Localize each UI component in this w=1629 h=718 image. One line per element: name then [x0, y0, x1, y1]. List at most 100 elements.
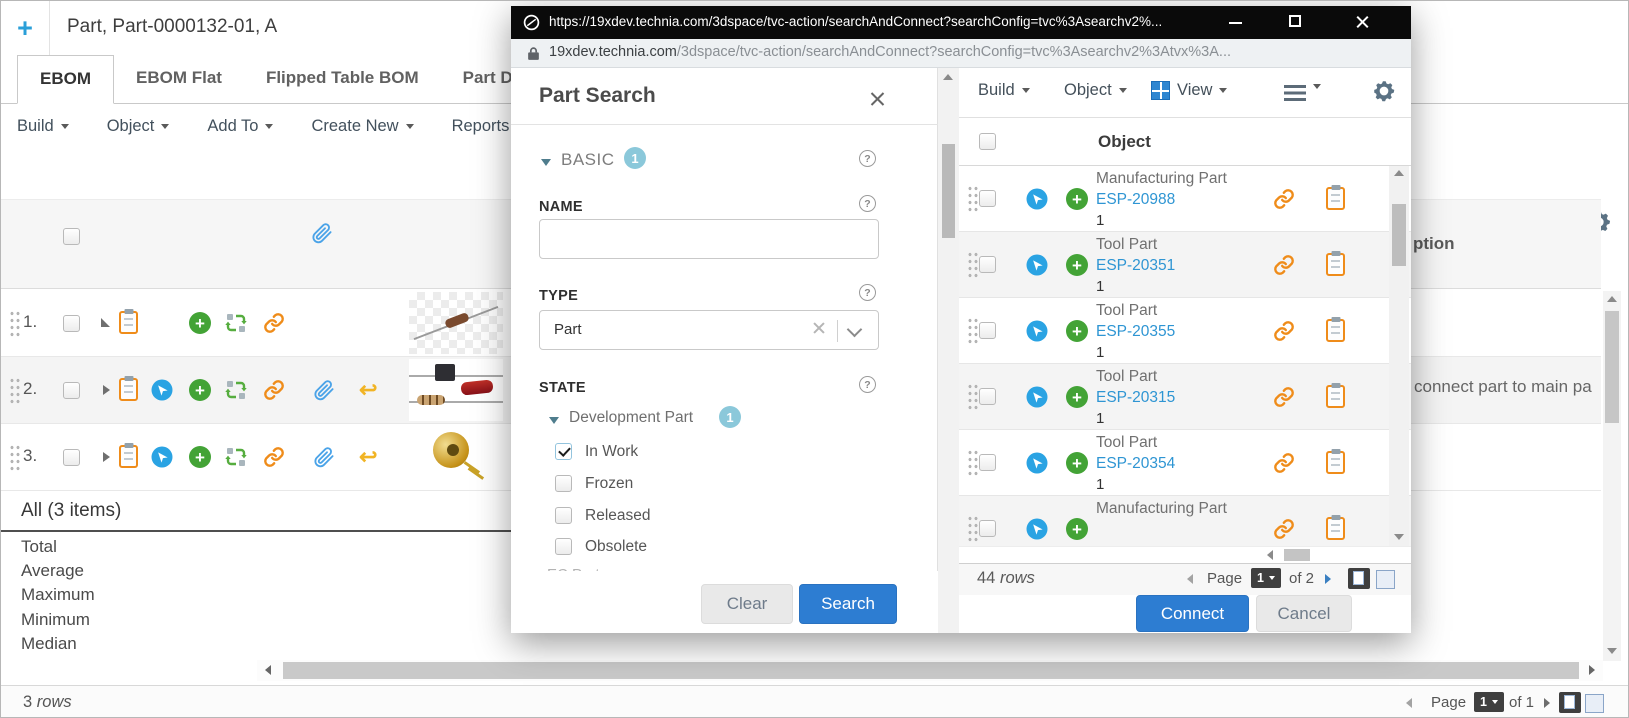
scroll-left-icon[interactable] — [1267, 550, 1273, 560]
connect-button[interactable]: Connect — [1136, 595, 1249, 632]
link-icon[interactable] — [1273, 320, 1295, 342]
scroll-up-icon[interactable] — [943, 74, 953, 80]
part-name-link[interactable]: ESP-20351 — [1096, 257, 1176, 274]
paperclip-icon[interactable] — [313, 446, 335, 468]
link-icon[interactable] — [1273, 188, 1295, 210]
popup-address-bar[interactable]: 19xdev.technia.com/3dspace/tvc-action/se… — [511, 39, 1411, 68]
close-icon[interactable] — [1354, 14, 1371, 31]
chevron-down-icon[interactable] — [549, 417, 559, 424]
tab-flipped-table-bom[interactable]: Flipped Table BOM — [265, 68, 419, 87]
tab-ebom-flat[interactable]: EBOM Flat — [136, 68, 222, 87]
split-page-view-icon[interactable] — [1585, 694, 1604, 713]
replace-icon[interactable] — [225, 312, 247, 334]
part-thumbnail[interactable] — [409, 292, 503, 354]
gear-icon[interactable] — [1371, 78, 1397, 104]
navigate-icon[interactable] — [151, 446, 173, 468]
menu-view[interactable]: View — [1151, 81, 1228, 100]
drag-handle-icon[interactable] — [967, 449, 978, 477]
navigate-icon[interactable] — [1026, 254, 1048, 276]
clipboard-icon[interactable] — [1326, 451, 1345, 474]
part-name-link[interactable]: ESP-20988 — [1096, 191, 1176, 208]
drag-handle-icon[interactable] — [967, 251, 978, 279]
navigate-icon[interactable] — [1026, 518, 1048, 540]
drag-handle-icon[interactable] — [9, 310, 20, 338]
checkbox-frozen[interactable] — [555, 475, 572, 492]
scroll-down-icon[interactable] — [1394, 534, 1404, 540]
undo-icon[interactable]: ↩ — [359, 444, 378, 469]
scroll-down-icon[interactable] — [1607, 648, 1617, 654]
add-icon[interactable]: + — [1066, 452, 1088, 474]
row-checkbox[interactable] — [63, 449, 80, 466]
row-checkbox[interactable] — [979, 454, 996, 471]
page-number-select[interactable]: 1 — [1251, 568, 1281, 588]
add-icon[interactable]: + — [1066, 386, 1088, 408]
type-select[interactable]: Part — [539, 310, 879, 350]
clear-value-icon[interactable] — [812, 321, 826, 335]
prev-page-icon[interactable] — [1187, 574, 1193, 584]
scrollbar-thumb[interactable] — [1605, 311, 1619, 423]
checkbox-released[interactable] — [555, 507, 572, 524]
checkbox-label[interactable]: In Work — [585, 443, 639, 460]
checkbox-in-work[interactable] — [555, 443, 572, 460]
next-page-icon[interactable] — [1544, 698, 1550, 708]
link-icon[interactable] — [1273, 452, 1295, 474]
minimize-icon[interactable] — [1229, 22, 1242, 24]
navigate-icon[interactable] — [1026, 188, 1048, 210]
add-icon[interactable]: + — [189, 312, 211, 334]
link-icon[interactable] — [1273, 254, 1295, 276]
scrollbar-thumb[interactable] — [942, 144, 955, 238]
scroll-up-icon[interactable] — [1394, 170, 1404, 176]
navigate-icon[interactable] — [1026, 386, 1048, 408]
add-icon[interactable]: + — [1066, 254, 1088, 276]
single-page-view-icon[interactable] — [1559, 692, 1581, 713]
drag-handle-icon[interactable] — [9, 377, 20, 405]
menu-create-new[interactable]: Create New — [311, 117, 414, 136]
clipped-section-label[interactable]: EC Part — [547, 566, 600, 571]
scroll-right-icon[interactable] — [1589, 665, 1595, 675]
form-vertical-scrollbar[interactable] — [938, 68, 959, 633]
results-vertical-scrollbar[interactable] — [1389, 166, 1409, 546]
horizontal-scrollbar[interactable] — [257, 660, 1603, 681]
drag-handle-icon[interactable] — [967, 383, 978, 411]
link-icon[interactable] — [1273, 518, 1295, 540]
clipboard-icon[interactable] — [119, 311, 138, 334]
next-page-icon[interactable] — [1325, 574, 1331, 584]
replace-icon[interactable] — [225, 379, 247, 401]
split-page-view-icon[interactable] — [1376, 570, 1395, 589]
paperclip-icon[interactable] — [313, 379, 335, 401]
single-page-view-icon[interactable] — [1348, 568, 1370, 589]
drag-handle-icon[interactable] — [9, 444, 20, 472]
menu-add-to[interactable]: Add To — [207, 117, 274, 136]
add-icon[interactable]: + — [1066, 320, 1088, 342]
clipboard-icon[interactable] — [1326, 187, 1345, 210]
part-name-link[interactable]: ESP-20315 — [1096, 389, 1176, 406]
collapse-toggle-icon[interactable] — [101, 318, 110, 327]
tab-ebom[interactable]: EBOM — [17, 55, 114, 104]
scroll-up-icon[interactable] — [1607, 296, 1617, 302]
link-icon[interactable] — [263, 446, 285, 468]
undo-icon[interactable]: ↩ — [359, 377, 378, 402]
select-all-checkbox[interactable] — [979, 133, 996, 150]
clear-button[interactable]: Clear — [701, 584, 793, 624]
checkbox-label[interactable]: Released — [585, 507, 651, 524]
add-icon[interactable]: + — [189, 379, 211, 401]
row-checkbox[interactable] — [979, 256, 996, 273]
link-icon[interactable] — [1273, 386, 1295, 408]
help-icon[interactable] — [859, 150, 876, 167]
row-checkbox[interactable] — [979, 520, 996, 537]
scrollbar-thumb[interactable] — [1392, 204, 1406, 266]
navigate-icon[interactable] — [1026, 320, 1048, 342]
clipboard-icon[interactable] — [1326, 517, 1345, 540]
row-checkbox[interactable] — [979, 322, 996, 339]
cancel-button[interactable]: Cancel — [1256, 595, 1352, 632]
scrollbar-thumb[interactable] — [283, 662, 1579, 679]
drag-handle-icon[interactable] — [967, 185, 978, 213]
new-tab-button[interactable]: + — [1, 1, 50, 55]
add-icon[interactable]: + — [1066, 518, 1088, 540]
navigate-icon[interactable] — [151, 379, 173, 401]
clipboard-icon[interactable] — [1326, 253, 1345, 276]
section-basic-label[interactable]: BASIC — [561, 150, 615, 169]
part-thumbnail[interactable] — [409, 426, 503, 488]
table-menu[interactable] — [1284, 84, 1321, 89]
checkbox-label[interactable]: Frozen — [585, 475, 634, 492]
